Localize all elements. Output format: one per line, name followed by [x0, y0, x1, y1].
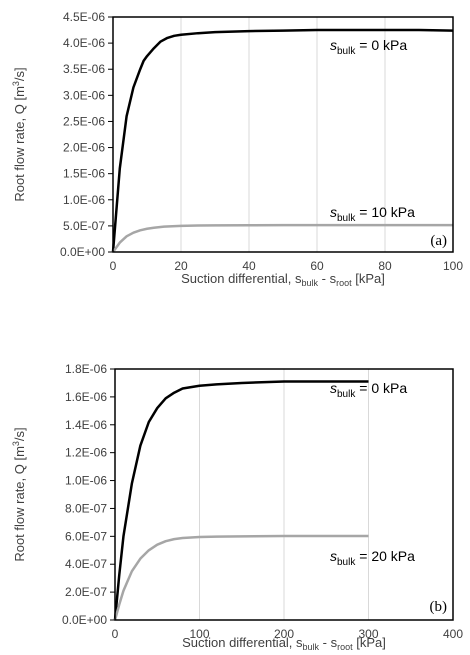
panel-label: (b) [430, 599, 448, 615]
y-tick-label: 1.6E-06 [65, 390, 107, 404]
x-tick-label: 0 [112, 627, 119, 641]
series-label-1: sbulk = 0 kPa [330, 380, 407, 400]
plot-frame [114, 368, 454, 621]
panel-label: (a) [430, 233, 447, 249]
x-axis-title: Suction differential, sbulk - sroot [kPa… [181, 271, 385, 288]
x-axis-title: Suction differential, sbulk - sroot [kPa… [182, 635, 386, 652]
y-tick-label: 1.2E-06 [65, 446, 107, 460]
x-tick-label: 200 [274, 627, 294, 641]
y-tick-label: 2.5E-06 [63, 114, 105, 128]
x-tick-label: 0 [110, 259, 117, 273]
y-tick-label: 1.8E-06 [65, 362, 107, 376]
series-label-1: sbulk = 0 kPa [330, 37, 407, 57]
y-tick-label: 2.0E-07 [65, 585, 107, 599]
y-tick-label: 1.0E-06 [63, 193, 105, 207]
x-tick-label: 20 [174, 259, 188, 273]
chart-panel-b: 0 100 200 300 400 0.0E+00 2.0E-07 4.0E-07 6.0E-0… [11, 362, 463, 652]
x-tick-label: 300 [358, 627, 378, 641]
y-tick-label: 4.0E-06 [63, 36, 105, 50]
series-label-2: sbulk = 10 kPa [330, 204, 415, 224]
x-tick-label: 100 [443, 259, 463, 273]
y-tick-label: 1.0E-06 [65, 474, 107, 488]
y-tick-label: 1.5E-06 [63, 167, 105, 181]
y-tick-label: 1.4E-06 [65, 418, 107, 432]
y-tick-label: 4.5E-06 [63, 10, 105, 24]
y-tick-label: 6.0E-07 [65, 529, 107, 543]
series-label-2: sbulk = 20 kPa [330, 548, 415, 568]
y-tick-label: 3.5E-06 [63, 62, 105, 76]
y-axis-title: Root flow rate, Q [m3/s] [11, 427, 27, 561]
x-tick-label: 100 [189, 627, 209, 641]
y-tick-label: 0.0E+00 [62, 613, 107, 627]
y-tick-label: 0.0E+00 [60, 245, 105, 259]
series-line-1 [113, 380, 369, 621]
y-tick-label: 5.0E-07 [63, 219, 105, 233]
x-tick-label: 80 [378, 259, 392, 273]
chart-panel-a: 0 20 40 60 80 100 0.0E+00 5.0E-07 1.0E-06 1.5E-06… [11, 10, 463, 288]
series-line-2 [113, 534, 369, 621]
y-tick-label: 8.0E-07 [65, 501, 107, 515]
series-line-2 [111, 223, 453, 253]
y-tick-label: 4.0E-07 [65, 557, 107, 571]
x-tick-label: 400 [443, 627, 463, 641]
series-line-1 [111, 28, 454, 253]
y-tick-label: 2.0E-06 [63, 141, 105, 155]
y-axis-title: Root flow rate, Q [m3/s] [11, 67, 27, 201]
y-tick-label: 3.0E-06 [63, 88, 105, 102]
x-tick-label: 40 [242, 259, 256, 273]
x-tick-label: 60 [310, 259, 324, 273]
plot-frame [112, 16, 454, 253]
